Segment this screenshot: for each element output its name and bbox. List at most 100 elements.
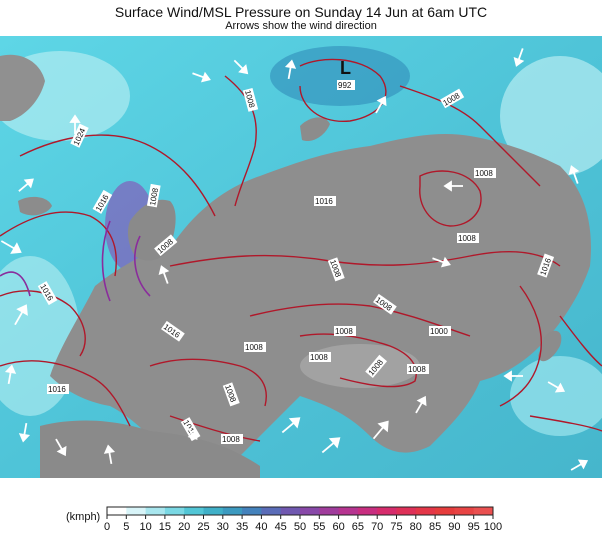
- legend-swatch: [261, 507, 282, 515]
- isobar-line: [0, 360, 131, 427]
- wind-field: [500, 56, 602, 176]
- legend-tick-label: 20: [178, 521, 190, 533]
- wind-arrow-icon: [568, 165, 580, 184]
- wind-arrow-icon: [415, 395, 427, 414]
- land-eurasia: [50, 134, 591, 464]
- isobar-label: 1016: [315, 197, 333, 206]
- legend-tick-label: 75: [390, 521, 402, 533]
- legend-tick-label: 55: [313, 521, 325, 533]
- isobars: [0, 58, 602, 442]
- wind-arrow-icon: [0, 240, 22, 254]
- legend-tick-label: 10: [139, 521, 151, 533]
- wind-map[interactable]: L 992 1008 1024 1016 1016 1008 1008 1016…: [0, 36, 602, 478]
- wind-arrow-icon: [233, 59, 249, 75]
- legend-scale: 0 5 10 15 20 25 30 35 40 45 50 55 60 65 70 75 80 85 90 95 10…: [104, 506, 502, 533]
- wind-arrow-icon: [158, 265, 170, 284]
- isobar-line: [529, 415, 602, 432]
- isobar-line: [169, 251, 561, 267]
- isobar-label: 1008: [148, 187, 160, 207]
- wind-arrow-icon: [375, 95, 387, 114]
- isobar-label: 1008: [310, 353, 328, 362]
- land-japan: [538, 330, 562, 362]
- legend-swatch: [126, 507, 147, 515]
- legend-tick-label: 50: [294, 521, 306, 533]
- legend-tick-label: 65: [352, 521, 364, 533]
- wind-arrow-icon: [503, 370, 523, 382]
- legend-swatch: [242, 507, 262, 515]
- wind-arrow-icon: [14, 304, 28, 326]
- legend-swatch: [454, 507, 475, 515]
- isobar-line: [0, 271, 31, 297]
- legend-swatch: [184, 507, 204, 515]
- page-title: Surface Wind/MSL Pressure on Sunday 14 J…: [114, 4, 488, 20]
- legend-tick-label: 85: [429, 521, 441, 533]
- isobar-label: 1008: [475, 169, 493, 178]
- legend-tick-label: 30: [217, 521, 229, 533]
- isobar-line: [0, 290, 86, 357]
- legend-tick-label: 25: [197, 521, 209, 533]
- legend-swatch: [222, 507, 243, 515]
- legend-swatch: [396, 507, 417, 515]
- isobar-label: 1008: [458, 234, 476, 243]
- header: Surface Wind/MSL Pressure on Sunday 14 J…: [0, 0, 602, 36]
- legend-swatch: [415, 507, 436, 515]
- isobar-line: [499, 285, 542, 407]
- wind-arrow-icon: [321, 437, 341, 454]
- legend-swatch: [435, 507, 455, 515]
- legend-swatch: [203, 507, 224, 515]
- legend-swatch: [377, 507, 397, 515]
- wind-arrow-icon: [570, 459, 589, 471]
- isobar-label: 1008: [335, 327, 353, 336]
- isobar-line: [169, 415, 261, 442]
- isobar-label: 992: [338, 81, 352, 90]
- legend: (kmph) 0 5 10 15 20 25 30 35 40 45 50 55 60 65 70 75 80 8…: [0, 478, 602, 549]
- isobar-line: [559, 315, 602, 367]
- wind-arrow-icon: [69, 114, 81, 134]
- legend-tick-label: 15: [159, 521, 171, 533]
- legend-tick-label: 45: [275, 521, 287, 533]
- legend-tick-label: 35: [236, 521, 248, 533]
- page-subtitle: Arrows show the wind direction: [225, 20, 377, 32]
- wind-arrow-icon: [18, 422, 31, 443]
- wind-arrow-icon: [4, 364, 17, 385]
- legend-swatch: [319, 507, 340, 515]
- legend-tick-label: 95: [468, 521, 480, 533]
- isobar-label: 1016: [48, 385, 66, 394]
- isobars-high: [0, 220, 151, 302]
- isobar-label: 1008: [245, 343, 263, 352]
- wind-arrow-icon: [372, 420, 389, 440]
- wind-arrow-icon: [103, 444, 116, 465]
- legend-swatch: [164, 507, 185, 515]
- legend-swatch: [300, 507, 320, 515]
- wind-arrow-icon: [284, 59, 297, 80]
- wind-field: [270, 46, 410, 106]
- low-pressure-marker: L: [340, 58, 351, 78]
- legend-swatch: [280, 507, 301, 515]
- isobar-label: 1000: [430, 327, 448, 336]
- wind-arrow-icon: [18, 178, 34, 192]
- land-iceland: [18, 196, 52, 216]
- land-plateau: [300, 344, 420, 388]
- wind-arrow-icon: [281, 417, 301, 434]
- isobar-line: [224, 75, 257, 207]
- wind-arrow-icon: [192, 71, 211, 83]
- isobar-line: [134, 235, 151, 297]
- legend-unit: (kmph): [66, 511, 101, 523]
- isobar-line: [419, 170, 482, 227]
- wind-arrow-icon: [443, 180, 463, 192]
- wind-arrow-icon: [547, 381, 566, 393]
- legend-swatch: [107, 507, 127, 515]
- map-canvas: L 992 1008 1024 1016 1016 1008 1008 1016…: [0, 36, 602, 478]
- land-greenland: [0, 54, 45, 121]
- isobar-line: [19, 134, 216, 217]
- legend-tick-label: 70: [371, 521, 383, 533]
- isobar-label: 1008: [408, 365, 426, 374]
- wind-arrow-icon: [55, 438, 67, 457]
- wind-arrow-icon: [513, 48, 525, 67]
- land-novaya-zemlya: [300, 117, 330, 142]
- legend-tick-label: 5: [123, 521, 129, 533]
- isobar-line: [0, 211, 117, 277]
- isobar-line: [149, 358, 267, 407]
- legend-tick-label: 60: [332, 521, 344, 533]
- legend-swatch: [338, 507, 359, 515]
